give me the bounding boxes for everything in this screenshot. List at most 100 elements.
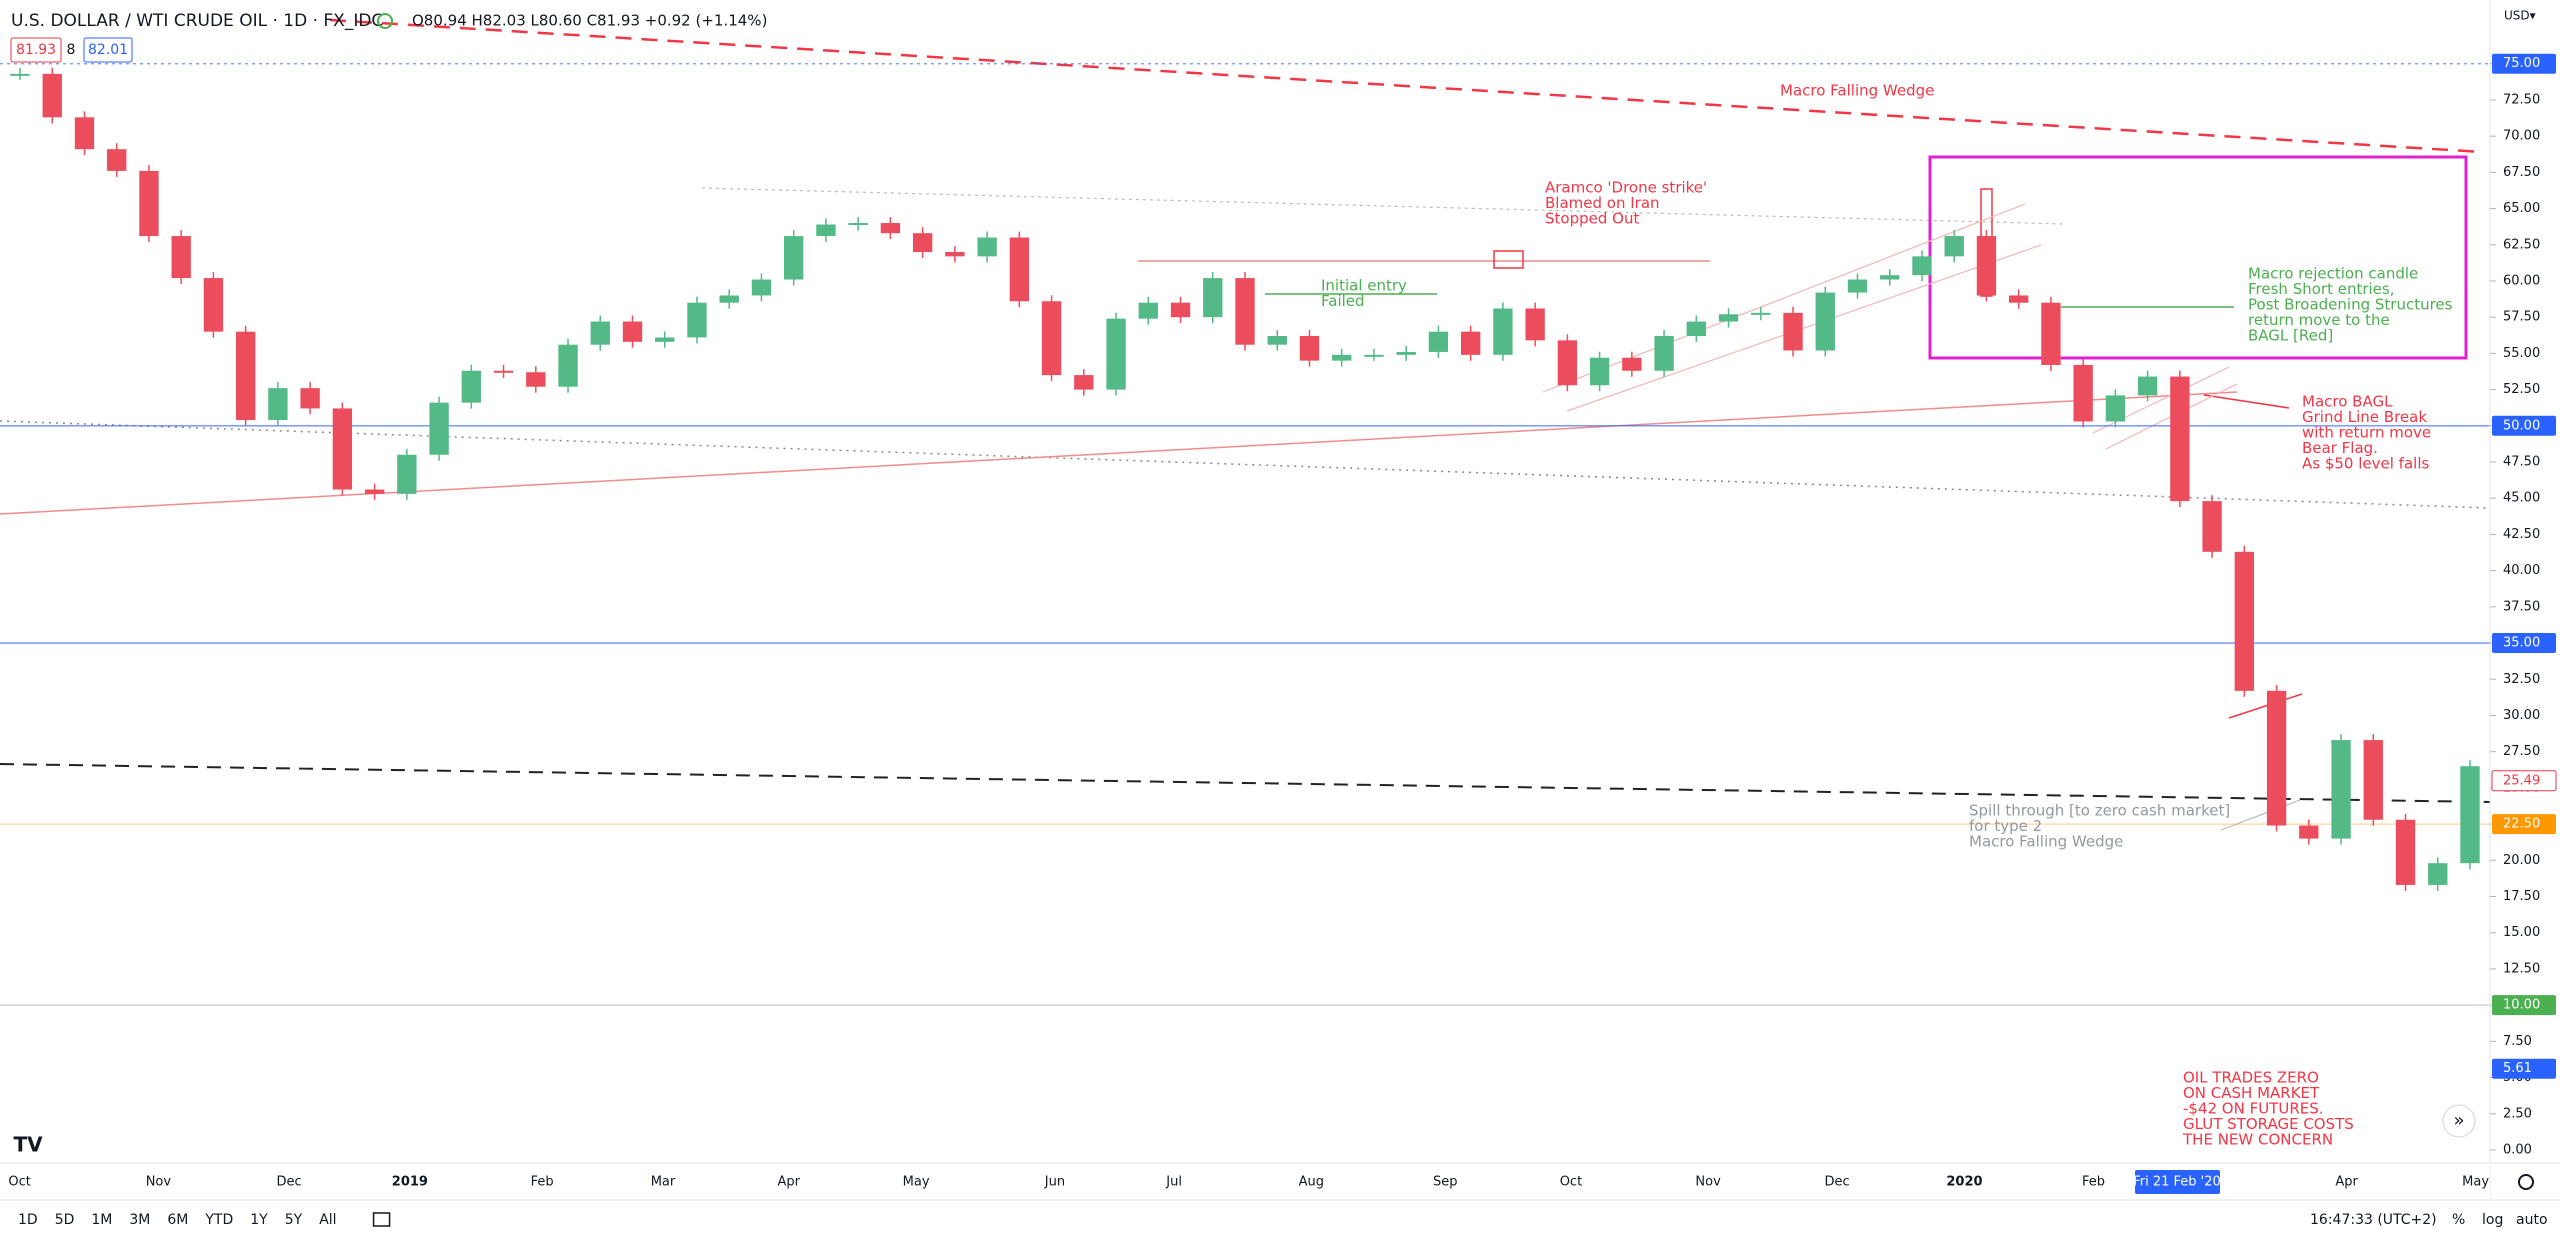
price-label: 10.00: [2503, 998, 2540, 1013]
currency[interactable]: USD▾: [2504, 9, 2536, 23]
x-tick-label: Dec: [1825, 1175, 1850, 1190]
top-dotted: [701, 187, 2066, 225]
annotation: -$42 ON FUTURES.: [2183, 1100, 2324, 1118]
compare-icon[interactable]: [372, 1212, 391, 1227]
candle: [1557, 340, 1578, 386]
candle: [1815, 292, 1835, 351]
candle: [1267, 336, 1287, 345]
x-tick-label: Jul: [1165, 1175, 1182, 1190]
candle: [912, 233, 933, 253]
candle: [2009, 295, 2029, 303]
annotation: Blamed on Iran: [1545, 194, 1660, 212]
candle: [332, 408, 353, 490]
candle: [2170, 376, 2190, 502]
candle: [1009, 237, 1030, 302]
candle: [74, 117, 95, 150]
ask-box[interactable]: [83, 37, 133, 63]
range-button[interactable]: 1D: [18, 1212, 38, 1228]
candle: [687, 302, 707, 338]
x-tick-label: May: [2462, 1175, 2489, 1190]
candle: [1364, 354, 1384, 357]
range-button[interactable]: All: [319, 1212, 336, 1228]
scroll-button[interactable]: [2442, 1104, 2476, 1138]
candle: [2299, 825, 2319, 839]
log-toggle[interactable]: log: [2482, 1212, 2503, 1228]
range-button[interactable]: 5Y: [285, 1212, 303, 1228]
annotation: Aramco 'Drone strike': [1545, 179, 1707, 197]
annotation: with return move: [2302, 424, 2431, 442]
candle: [1847, 279, 1868, 293]
candle: [2428, 863, 2448, 885]
range-button[interactable]: 6M: [167, 1212, 188, 1228]
candle: [1880, 275, 1900, 280]
clock: 16:47:33 (UTC+2): [2310, 1212, 2437, 1228]
candle: [42, 73, 62, 118]
candle: [558, 344, 578, 387]
x-tick-label: Dec: [276, 1175, 301, 1190]
y-tick-label: 72.50: [2503, 92, 2540, 107]
y-tick-label: 47.50: [2503, 455, 2540, 470]
candle: [1138, 302, 1158, 319]
candle: [300, 388, 320, 409]
candle: [2331, 740, 2351, 839]
x-tick-label: Jun: [1044, 1175, 1065, 1190]
y-tick-label: 32.50: [2503, 672, 2540, 687]
candle: [1783, 312, 1803, 351]
price-label-box: [2491, 770, 2557, 792]
scroll-icon: »: [2453, 1110, 2464, 1131]
percent-toggle[interactable]: %: [2452, 1212, 2465, 1228]
auto-toggle[interactable]: auto: [2516, 1212, 2548, 1228]
status-dot: [377, 13, 393, 29]
candle: [171, 236, 191, 279]
range-button[interactable]: 1M: [91, 1212, 112, 1228]
x-tick-label: Aug: [1299, 1175, 1324, 1190]
y-tick-label: 67.50: [2503, 165, 2540, 180]
candle: [364, 489, 385, 494]
axes: 0.002.505.007.5010.0012.5015.0017.5020.0…: [8, 53, 2557, 1194]
annotation: Bear Flag.: [2302, 439, 2378, 457]
y-tick-label: 42.50: [2503, 527, 2540, 542]
x-tick-label: 2020: [1946, 1175, 1982, 1190]
candle: [461, 370, 481, 403]
x-tick-label: Nov: [146, 1175, 172, 1190]
time-axis: [0, 1163, 2490, 1200]
short-line: [2228, 693, 2303, 719]
range-button[interactable]: 5D: [55, 1212, 75, 1228]
candle: [1106, 318, 1126, 390]
candle: [1396, 351, 1416, 355]
range-button[interactable]: YTD: [204, 1212, 233, 1228]
y-tick-label: 55.00: [2503, 346, 2540, 361]
price-label-box: [2492, 1058, 2556, 1079]
candle: [2363, 740, 2383, 820]
y-tick-label: 52.50: [2503, 382, 2540, 397]
candle: [2137, 376, 2158, 396]
candle: [1622, 357, 1642, 371]
plot: Macro Falling Wedge Aramco 'Drone strike'…: [0, 63, 2490, 1149]
bid-box[interactable]: [10, 37, 62, 63]
candle: [719, 295, 739, 303]
candle: [816, 224, 836, 237]
y-tick-label: 20.00: [2503, 853, 2540, 868]
candle: [622, 321, 643, 342]
y-tick-label: 30.00: [2503, 708, 2540, 723]
candle: [2234, 551, 2255, 691]
logo[interactable]: TV: [13, 1133, 43, 1157]
range-button[interactable]: 3M: [129, 1212, 150, 1228]
candle: [1041, 301, 1062, 376]
range-button[interactable]: 1Y: [250, 1212, 268, 1228]
candle: [203, 278, 224, 332]
price-label-box: [2492, 633, 2556, 654]
y-tick-label: 60.00: [2503, 273, 2540, 288]
y-tick-label: 45.00: [2503, 491, 2540, 506]
entry-box: [1493, 250, 1524, 269]
candle: [1944, 236, 1964, 257]
candle: [590, 321, 610, 345]
price-label: 75.00: [2503, 56, 2540, 71]
price-label: 25.49: [2503, 773, 2540, 788]
wedge-base-line: [0, 763, 2491, 803]
settings-icon[interactable]: [2518, 1174, 2534, 1190]
x-tick-label: Apr: [777, 1175, 800, 1190]
annotation: Initial entry: [1321, 277, 1407, 295]
